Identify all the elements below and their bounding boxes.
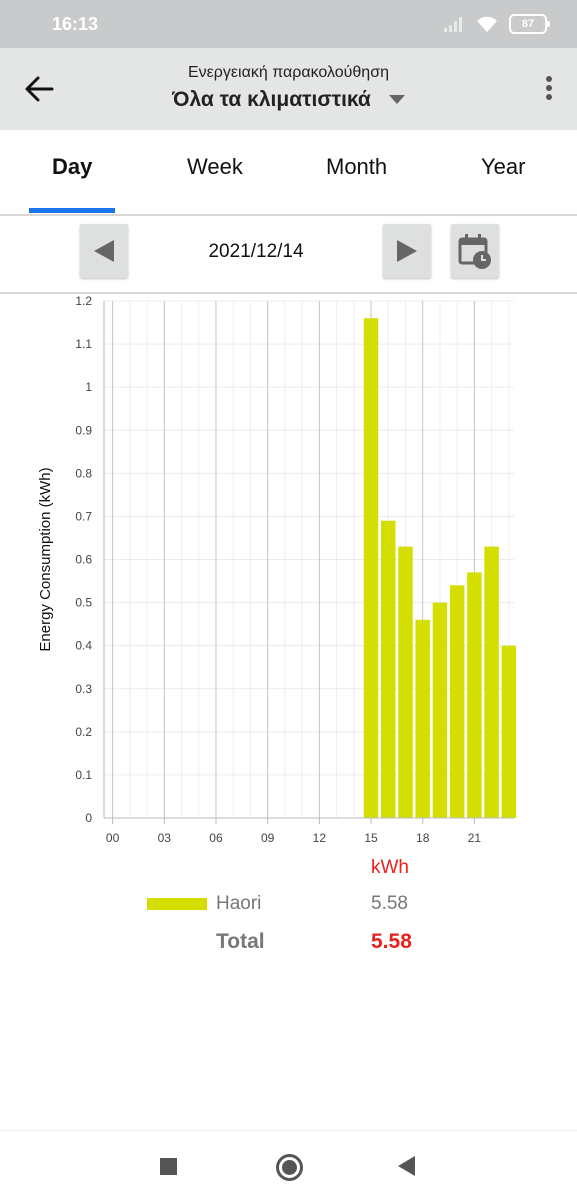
status-bar: 16:13 87 (0, 0, 577, 48)
active-tab-indicator (29, 208, 115, 213)
period-tabs: Day Week Month Year (0, 130, 577, 216)
chart-axes (103, 301, 514, 824)
chevron-down-icon (388, 95, 405, 105)
chart-bars (363, 318, 517, 818)
system-back-icon[interactable] (398, 1156, 415, 1176)
bar-20[interactable] (449, 585, 465, 818)
total-label: Total (216, 930, 265, 953)
y-tick-label: 0 (85, 811, 92, 825)
y-tick-label: 0.9 (75, 423, 92, 437)
y-tick-label: 0.1 (75, 768, 92, 782)
bar-18[interactable] (415, 619, 430, 818)
y-tick-label: 0.7 (75, 509, 92, 523)
x-tick-label: 21 (468, 831, 482, 845)
y-tick-label: 1.2 (75, 294, 92, 308)
y-tick-label: 0.5 (75, 596, 92, 610)
tab-week[interactable]: Week (187, 154, 243, 179)
y-tick-label: 0.8 (75, 466, 92, 480)
y-tick-label: 1 (85, 380, 92, 394)
more-options-icon[interactable] (539, 74, 559, 104)
tab-month[interactable]: Month (326, 154, 388, 179)
device-selector[interactable]: Όλα τα κλιματιστικά (0, 88, 577, 112)
bar-21[interactable] (467, 572, 482, 818)
status-time: 16:13 (52, 14, 99, 34)
battery-icon: 87 (509, 14, 550, 34)
y-tick-label: 1.1 (75, 337, 92, 351)
wifi-icon (477, 16, 497, 32)
tab-year[interactable]: Year (481, 154, 526, 179)
bar-23[interactable] (501, 645, 517, 818)
system-navigation-bar (0, 1130, 577, 1201)
back-arrow-icon[interactable] (22, 72, 58, 106)
bar-22[interactable] (484, 546, 499, 818)
x-tick-label: 09 (261, 831, 275, 845)
y-tick-label: 0.2 (75, 725, 92, 739)
battery-level: 87 (521, 18, 535, 30)
recent-apps-icon[interactable] (160, 1158, 177, 1175)
x-tick-label: 12 (313, 831, 327, 845)
signal-icon (444, 17, 462, 32)
unit-label: kWh (371, 857, 409, 878)
y-tick-label: 0.3 (75, 682, 92, 696)
date-navigation: 2021/12/14 (0, 216, 577, 294)
bar-17[interactable] (398, 546, 413, 818)
status-icons: 87 (443, 12, 550, 36)
app-title: Όλα τα κλιματιστικά (172, 88, 371, 111)
x-tick-label: 00 (106, 831, 120, 845)
x-tick-label: 18 (416, 831, 430, 845)
bar-16[interactable] (381, 520, 396, 818)
bar-15[interactable] (363, 318, 379, 818)
y-tick-labels: 0 0.1 0.2 0.3 0.4 0.5 0.6 0.7 0.8 0.9 1 1.1 1.2 (75, 294, 92, 825)
legend-series-value: 5.58 (371, 893, 408, 914)
calendar-clock-icon (458, 234, 491, 269)
app-bar: Ενεργειακή παρακολούθηση Όλα τα κλιματισ… (0, 48, 577, 130)
app-subtitle: Ενεργειακή παρακολούθηση (188, 64, 389, 81)
triangle-right-icon (397, 240, 417, 262)
tab-day[interactable]: Day (52, 154, 93, 179)
x-tick-label: 06 (209, 831, 223, 845)
y-tick-label: 0.4 (75, 639, 92, 653)
triangle-left-icon (94, 240, 114, 262)
x-tick-labels: 00 03 06 09 12 15 18 21 (106, 831, 481, 845)
current-date: 2021/12/14 (208, 241, 304, 262)
x-tick-label: 15 (364, 831, 378, 845)
y-axis-label: Energy Consumption (kWh) (37, 467, 54, 651)
next-date-button[interactable] (383, 224, 431, 278)
energy-chart: 0 0.1 0.2 0.3 0.4 0.5 0.6 0.7 0.8 0.9 1 1.1 1.2 00 03… (37, 294, 517, 845)
previous-date-button[interactable] (80, 224, 128, 278)
home-icon[interactable] (276, 1154, 303, 1181)
calendar-button[interactable] (451, 224, 499, 278)
x-tick-label: 03 (158, 831, 172, 845)
y-tick-label: 0.6 (75, 553, 92, 567)
bar-19[interactable] (432, 602, 448, 818)
legend-series-name: Haori (216, 893, 262, 914)
total-value: 5.58 (371, 930, 412, 953)
legend-swatch (147, 898, 207, 910)
